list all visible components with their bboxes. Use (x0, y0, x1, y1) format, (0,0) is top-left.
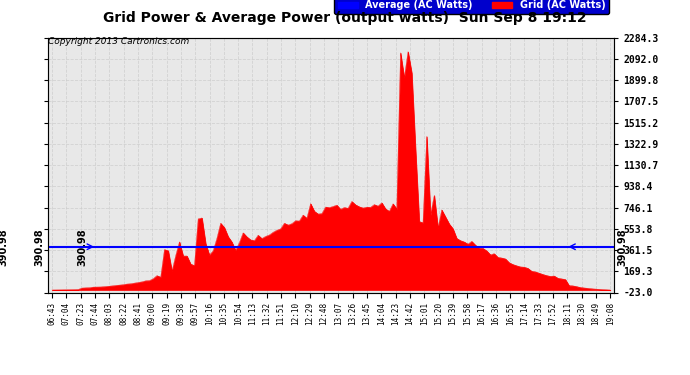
Text: 390.98: 390.98 (0, 228, 8, 266)
Text: 390.98: 390.98 (618, 228, 628, 266)
Legend: Average (AC Watts), Grid (AC Watts): Average (AC Watts), Grid (AC Watts) (335, 0, 609, 14)
Text: Copyright 2013 Cartronics.com: Copyright 2013 Cartronics.com (48, 38, 190, 46)
Text: Grid Power & Average Power (output watts)  Sun Sep 8 19:12: Grid Power & Average Power (output watts… (104, 11, 586, 25)
Text: 390.98: 390.98 (34, 228, 45, 266)
Text: 390.98: 390.98 (77, 228, 87, 266)
